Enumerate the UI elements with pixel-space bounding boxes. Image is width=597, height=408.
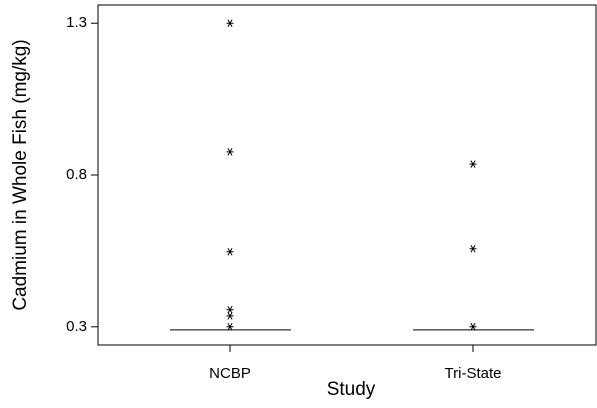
point [226, 19, 234, 27]
y-tick-label: 1.3 [66, 14, 87, 31]
x-axis-label: Study [327, 379, 376, 400]
y-tick-label: 0.3 [66, 318, 87, 335]
point [226, 148, 234, 156]
plot-frame [97, 4, 597, 346]
point [469, 323, 477, 331]
point [226, 248, 234, 256]
point [226, 323, 234, 331]
point [469, 160, 477, 168]
x-tick-label: Tri-State [445, 365, 502, 382]
x-tick-label: NCBP [209, 365, 251, 382]
y-tick-label: 0.8 [66, 166, 87, 183]
y-axis-label: Cadmium in Whole Fish (mg/kg) [10, 39, 31, 310]
point [226, 306, 234, 314]
point [469, 245, 477, 253]
point [226, 312, 234, 320]
